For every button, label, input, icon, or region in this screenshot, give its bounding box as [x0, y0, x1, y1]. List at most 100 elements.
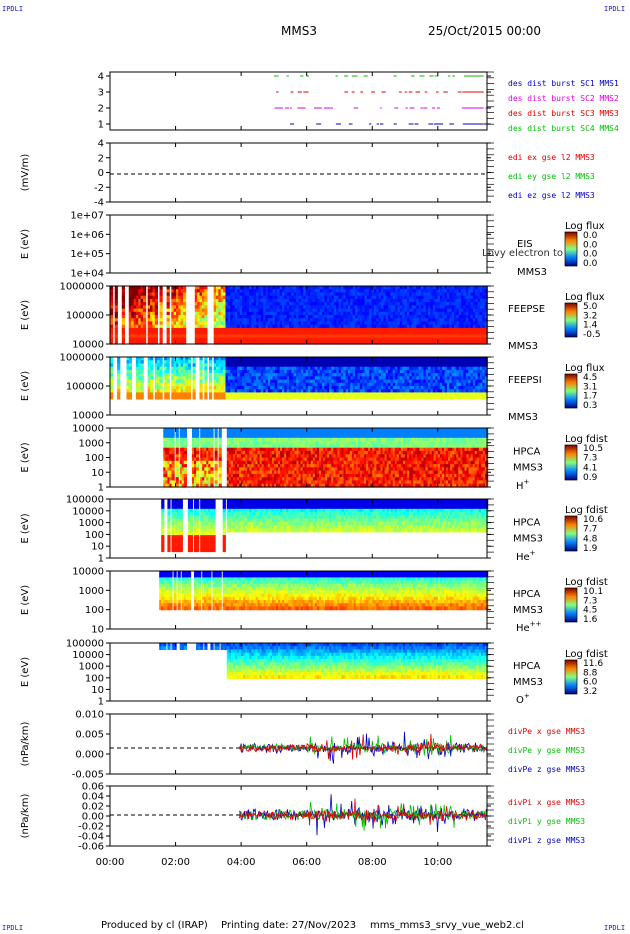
spectrogram-cell — [298, 337, 302, 342]
spectrogram-cell — [355, 366, 359, 371]
spectrogram-cell — [296, 305, 300, 310]
spectrogram-cell — [373, 395, 378, 400]
spectrogram-cell — [336, 305, 340, 310]
spectrogram-cell — [181, 473, 185, 478]
spectrogram-cell — [435, 334, 439, 339]
spectrogram-cell — [291, 308, 295, 313]
spectrogram-cell — [352, 363, 356, 368]
spectrogram-cell — [383, 315, 387, 319]
spectrogram-cell — [284, 331, 288, 335]
spectrogram-cell — [256, 286, 260, 290]
spectrogram-cell — [312, 386, 316, 390]
spectrogram-cell — [147, 386, 151, 390]
spectrogram-cell — [366, 292, 370, 297]
spectrogram-cell — [173, 311, 177, 316]
spectrogram-cell — [439, 289, 444, 293]
spectrogram-cell — [244, 292, 248, 297]
spectrogram-cell — [310, 295, 314, 300]
spectrogram-cell — [359, 324, 363, 329]
spectrogram-cell — [128, 308, 132, 313]
spectrogram-cell — [310, 386, 314, 390]
spectrogram-cell — [143, 327, 147, 332]
spectrogram-cell — [333, 292, 337, 297]
spectrogram-cell — [152, 334, 156, 339]
colorbar-tick-label: 5.0 — [583, 302, 598, 312]
spectrogram-cell — [249, 337, 253, 342]
spectrogram-cell — [340, 386, 345, 390]
spectrogram-cell — [369, 373, 373, 377]
spectrogram-cell — [225, 315, 229, 319]
spectrogram-cell — [362, 331, 366, 335]
spectrogram-cell — [352, 340, 356, 345]
spectrogram-cell — [381, 357, 385, 361]
spectrogram-cell — [227, 373, 231, 377]
spectrogram-cell — [430, 286, 434, 290]
spectrogram-cell — [249, 305, 253, 310]
spectrogram-cell — [150, 392, 154, 397]
spectrogram-cell — [468, 331, 472, 335]
spectrogram-cell — [284, 337, 288, 342]
spectrogram-cell — [232, 286, 236, 290]
spectrogram-cell — [204, 327, 208, 332]
spectrogram-cell — [482, 392, 486, 397]
spectrogram-cell — [199, 337, 203, 342]
spectrogram-cell — [397, 302, 401, 306]
spectrogram-cell — [244, 331, 248, 335]
spectrogram-cell — [428, 337, 432, 342]
spectrogram-cell — [272, 366, 276, 371]
spectrogram-cell — [176, 389, 180, 393]
spectrogram-cell — [423, 386, 427, 390]
spectrogram-cell — [147, 337, 151, 342]
spectrogram-cell — [246, 379, 250, 384]
spectrogram-cell — [435, 331, 439, 335]
spectrogram-cell — [326, 295, 330, 300]
spectrogram-cell — [300, 392, 305, 397]
spectrogram-cell — [244, 360, 248, 364]
spectrogram-cell — [237, 324, 241, 329]
spectrogram-cell — [135, 334, 140, 339]
spectrogram-cell — [166, 295, 170, 300]
spectrogram-cell — [260, 308, 264, 313]
spectrogram-cell — [350, 363, 354, 368]
spectrogram-cell — [284, 321, 288, 326]
spectrogram-cell — [300, 379, 305, 384]
spectrogram-cell — [465, 386, 469, 390]
spectrogram-cell — [194, 302, 198, 306]
colorbar-tick-label: 1.7 — [583, 392, 597, 402]
spectrogram-cell — [303, 379, 307, 384]
spectrogram-cell — [178, 373, 182, 377]
spectrogram-cell — [175, 431, 179, 436]
spectrogram-cell — [135, 318, 140, 322]
spectrogram-cell — [371, 376, 375, 381]
spectrogram-cell — [414, 286, 418, 290]
spectrogram-cell — [456, 379, 460, 384]
spectrogram-cell — [163, 444, 167, 449]
spectrogram-cell — [411, 389, 415, 393]
spectrogram-cell — [171, 392, 175, 397]
spectrogram-cell — [475, 292, 479, 297]
spectrogram-cell — [157, 360, 161, 364]
spectrogram-cell — [406, 305, 411, 310]
spectrogram-cell — [305, 321, 309, 326]
spectrogram-cell — [373, 376, 378, 381]
spectrogram-cell — [454, 334, 458, 339]
spectrogram-cell — [256, 311, 260, 316]
spectrogram-cell — [411, 369, 415, 374]
spectrogram-cell — [253, 292, 257, 297]
spectrogram-cell — [336, 334, 340, 339]
spectrogram-cell — [171, 289, 175, 293]
spectrogram-cell — [437, 302, 441, 306]
spectrogram-cell — [322, 321, 326, 326]
spectrogram-cell — [187, 363, 191, 368]
spectrogram-cell — [289, 363, 293, 368]
spectrogram-cell — [352, 357, 356, 361]
spectrogram-cell — [171, 473, 175, 478]
spectrogram-cell — [397, 308, 401, 313]
spectrogram-cell — [171, 454, 175, 459]
spectrogram-cell — [307, 366, 312, 371]
spectrogram-cell — [451, 360, 455, 364]
spectrogram-cell — [385, 395, 389, 400]
spectrogram-cell — [286, 318, 290, 322]
spectrogram-cell — [475, 379, 479, 384]
spectrogram-cell — [331, 369, 335, 374]
